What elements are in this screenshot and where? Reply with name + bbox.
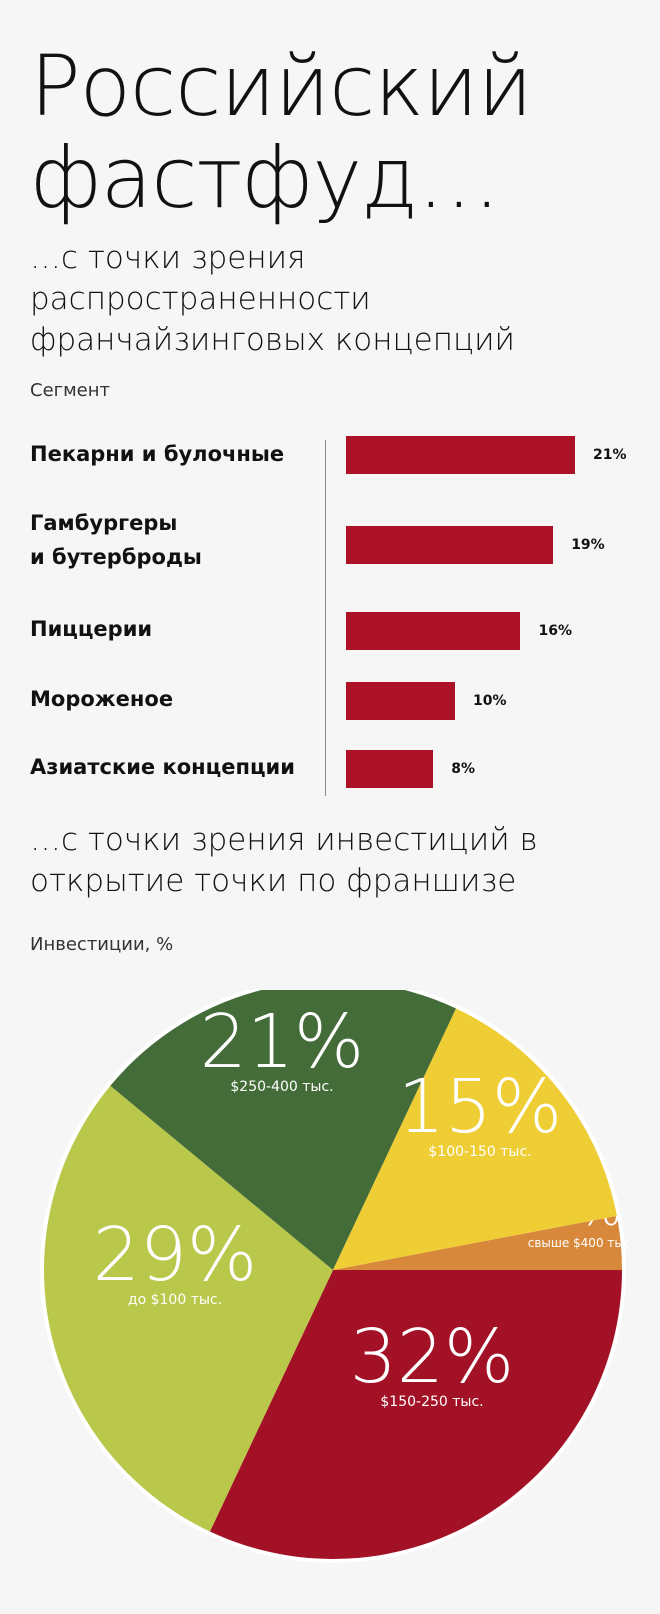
pie-slice xyxy=(209,1270,623,1559)
bar-value-label: 10% xyxy=(473,693,507,709)
pie-value-label: 32% xyxy=(350,1314,514,1400)
bar xyxy=(346,612,521,650)
bar-value-label: 19% xyxy=(571,537,605,553)
bar-label: Пекарни и булочные xyxy=(30,442,285,466)
bar xyxy=(346,526,554,564)
bar-label: Мороженое xyxy=(30,687,174,711)
bar-chart-axis-line xyxy=(325,440,326,796)
pie-slice xyxy=(333,1215,622,1270)
pie-chart-axis-label: Инвестиции, % xyxy=(30,934,174,955)
pie-slice xyxy=(110,990,457,1270)
pie-category-label: свыше $400 тыс. xyxy=(528,1236,635,1250)
bar xyxy=(346,750,434,788)
pie-value-label: 21% xyxy=(200,999,364,1085)
bar-value-label: 21% xyxy=(593,447,627,463)
pie-category-label: до $100 тыс. xyxy=(128,1292,222,1308)
pie-category-label: $250-400 тыс. xyxy=(230,1079,333,1095)
bar-value-label: 8% xyxy=(451,761,476,777)
bar-chart-axis-label: Сегмент xyxy=(30,380,111,401)
pie-chart: 3%свыше $400 тыс.32%$150-250 тыс.29%до $… xyxy=(40,990,635,1563)
pie-value-label: 15% xyxy=(398,1064,562,1150)
bar-chart-subtitle: …с точки зрения распространенности франч… xyxy=(30,240,515,358)
pie-slice xyxy=(43,1085,333,1532)
bar xyxy=(346,436,575,474)
bar-value-label: 16% xyxy=(538,623,572,639)
bar-label: Азиатские концепции xyxy=(30,755,295,779)
page-title: Российский фастфуд… xyxy=(30,37,533,227)
bar-label: Гамбургеры и бутерброды xyxy=(30,511,202,569)
pie-chart-subtitle: …с точки зрения инвестиций в открытие то… xyxy=(30,822,538,899)
bar xyxy=(346,682,456,720)
bar-label: Пиццерии xyxy=(30,617,153,641)
pie-slice xyxy=(333,1008,617,1270)
pie-category-label: $150-250 тыс. xyxy=(380,1394,483,1410)
pie-value-label: 29% xyxy=(93,1212,257,1298)
pie-category-label: $100-150 тыс. xyxy=(428,1144,531,1160)
